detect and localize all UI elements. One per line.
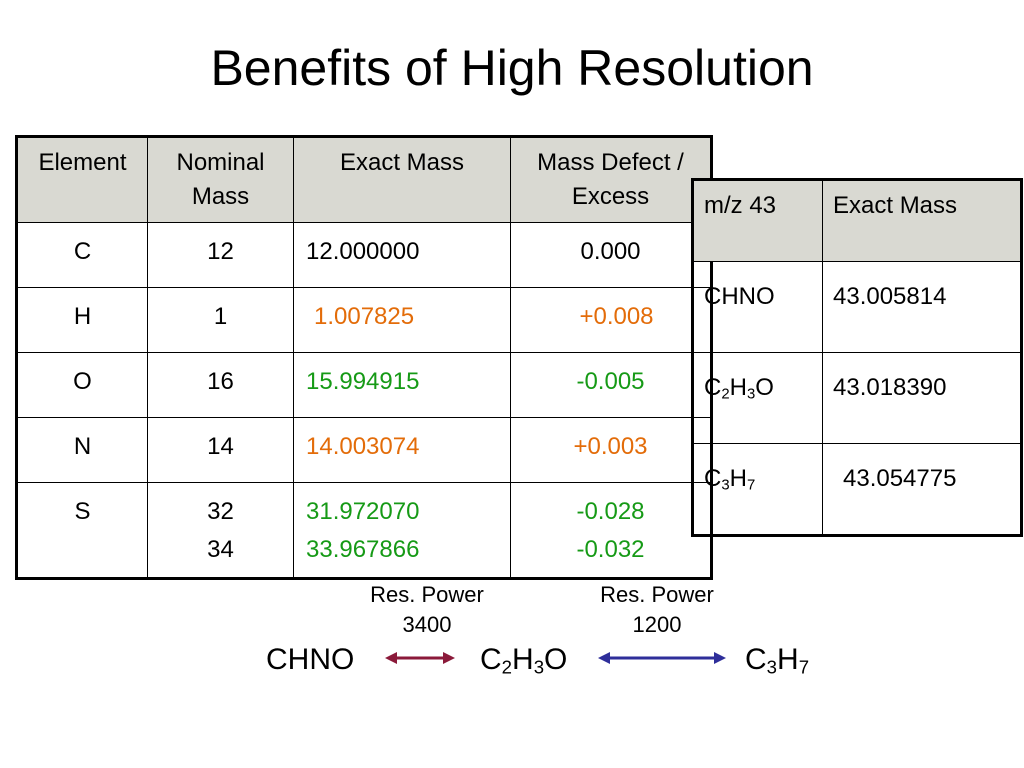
formula-subscript: 7: [798, 656, 810, 678]
table-row: O 16 15.994915 -0.005: [16, 352, 712, 418]
cell-exact: 15.994915: [293, 352, 511, 418]
table-header-row: m/z 43 Exact Mass: [692, 179, 1022, 262]
res-power-label-1-value: 3400: [402, 612, 452, 637]
double-arrow-icon: [385, 652, 455, 664]
table-header-row: Element Nominal Mass Exact Mass Mass Def…: [16, 136, 712, 223]
cell-formula: CHNO: [692, 261, 823, 353]
cell-exact: 1.007825: [293, 287, 511, 353]
slide-title: Benefits of High Resolution: [210, 40, 814, 96]
cell-mass: 43.005814: [822, 261, 1022, 353]
res-power-label-1-title: Res. Power: [370, 582, 484, 607]
table-row: C 12 12.000000 0.000: [16, 222, 712, 288]
formula-part: O: [755, 374, 774, 401]
table-row: H 1 1.007825 +0.008: [16, 287, 712, 353]
cell-element: C: [16, 222, 148, 288]
formula-part: C: [480, 643, 502, 676]
formula-subscript: 2: [501, 656, 513, 678]
cell-exact: 31.972070 33.967866: [293, 482, 511, 579]
formula-subscript: 3: [533, 656, 545, 678]
cell-formula: C3H7: [692, 443, 823, 536]
cell-element: S: [16, 482, 148, 579]
formula-part: H: [729, 465, 747, 492]
formula-part: C: [704, 374, 722, 401]
cell-nominal: 16: [147, 352, 294, 418]
cell-defect: 0.000: [510, 222, 712, 288]
cell-nominal: 1: [147, 287, 294, 353]
cell-element: N: [16, 417, 148, 483]
element-mass-table: Element Nominal Mass Exact Mass Mass Def…: [15, 135, 713, 580]
cell-defect: +0.003: [510, 417, 712, 483]
cell-element: H: [16, 287, 148, 353]
formula-subscript: 7: [746, 477, 756, 494]
res-power-label-2-value: 1200: [632, 612, 682, 637]
res-power-label-2-title: Res. Power: [600, 582, 714, 607]
formula-c3h7: C3H7: [745, 642, 809, 678]
cell-nominal: 12: [147, 222, 294, 288]
formula-chno: CHNO: [266, 643, 355, 676]
double-arrow-icon: [598, 652, 726, 664]
exact-value-1: 31.972070: [306, 498, 420, 525]
res-power-label-2: Res. Power 1200: [577, 580, 737, 640]
formula-c2h3o: C2H3O: [480, 642, 567, 678]
cell-exact: 14.003074: [293, 417, 511, 483]
formula-part: H: [512, 643, 534, 676]
cell-mass: 43.054775: [822, 443, 1022, 536]
table-row: N 14 14.003074 +0.003: [16, 417, 712, 483]
cell-defect: +0.008: [510, 287, 712, 353]
cell-defect: -0.028 -0.032: [510, 482, 712, 579]
defect-value-2: -0.032: [576, 536, 645, 563]
nominal-value-2: 34: [207, 536, 234, 563]
table-row: S 32 34 31.972070 33.967866 -0.028 -0.032: [16, 482, 712, 579]
defect-value-1: -0.028: [576, 498, 645, 525]
formula-part: C: [745, 643, 767, 676]
nominal-value-1: 32: [207, 498, 234, 525]
table-row: CHNO 43.005814: [692, 261, 1022, 353]
mz43-table: m/z 43 Exact Mass CHNO 43.005814 C2H3O 4…: [691, 178, 1023, 537]
exact-value-2: 33.967866: [306, 536, 420, 563]
cell-exact: 12.000000: [293, 222, 511, 288]
header-mass-defect: Mass Defect / Excess: [510, 136, 712, 223]
formula-subscript: 3: [721, 477, 730, 494]
formula-part: C: [704, 465, 722, 492]
cell-mass: 43.018390: [822, 352, 1022, 444]
cell-nominal: 32 34: [147, 482, 294, 579]
cell-nominal: 14: [147, 417, 294, 483]
formula-part: H: [729, 374, 747, 401]
formula-part: O: [544, 643, 568, 676]
cell-element: O: [16, 352, 148, 418]
table-row: C2H3O 43.018390: [692, 352, 1022, 444]
res-power-label-1: Res. Power 3400: [347, 580, 507, 640]
header-exact-mass: Exact Mass: [293, 136, 511, 223]
cell-defect: -0.005: [510, 352, 712, 418]
formula-subscript: 2: [721, 386, 730, 403]
formula-subscript: 3: [746, 386, 756, 403]
cell-formula: C2H3O: [692, 352, 823, 444]
formula-part: H: [777, 643, 799, 676]
formula-subscript: 3: [766, 656, 778, 678]
header-exact-mass: Exact Mass: [822, 179, 1022, 262]
header-nominal-mass: Nominal Mass: [147, 136, 294, 223]
header-mz: m/z 43: [692, 179, 823, 262]
table-row: C3H7 43.054775: [692, 443, 1022, 536]
header-element: Element: [16, 136, 148, 223]
